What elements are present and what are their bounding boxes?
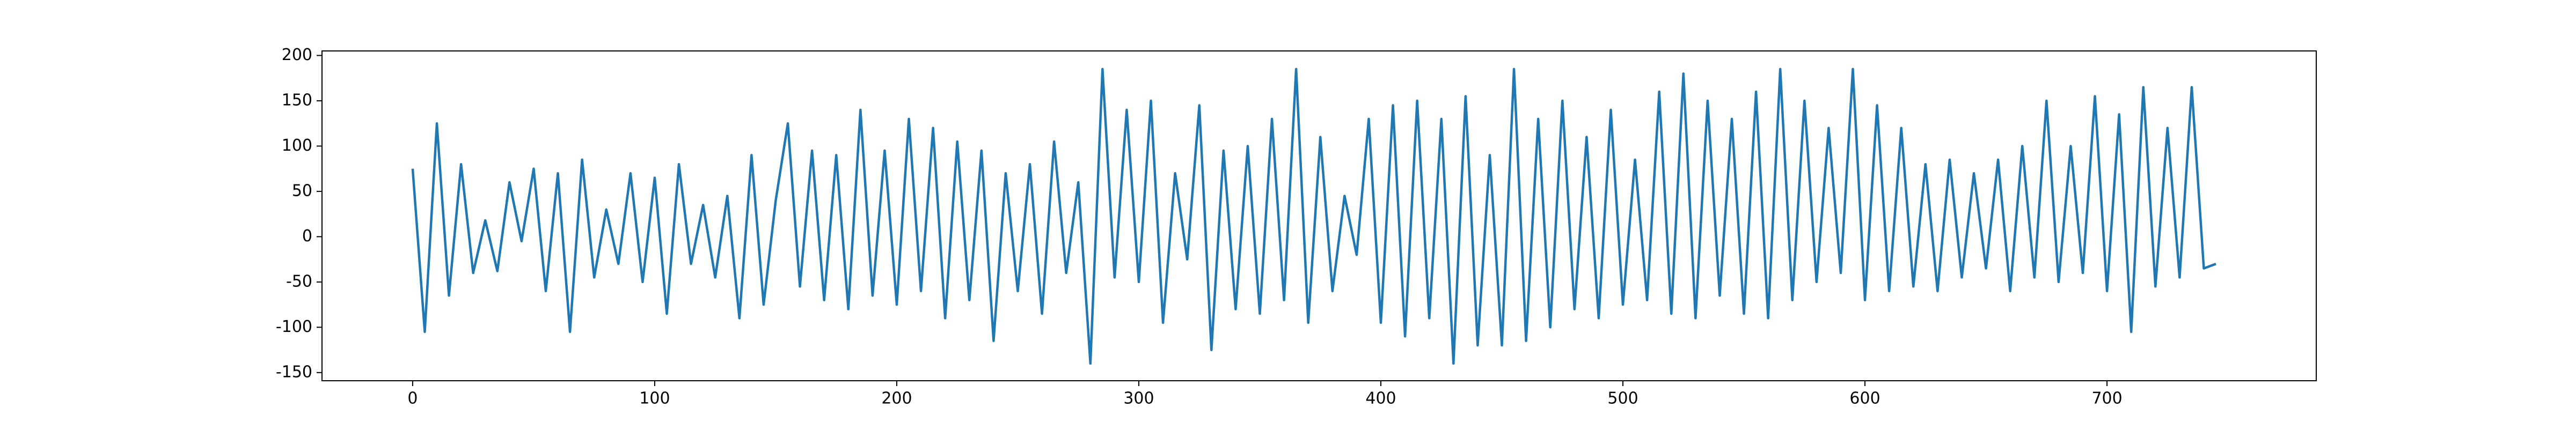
x-tick-label: 700 (2091, 389, 2122, 408)
y-tick-label: -100 (276, 317, 312, 336)
y-tick-label: -150 (276, 363, 312, 381)
x-tick-label: 300 (1123, 389, 1154, 408)
y-tick-label: 50 (292, 181, 312, 200)
y-tick-label: -50 (286, 272, 312, 291)
plot-frame (321, 50, 2317, 381)
x-tick-label: 0 (407, 389, 418, 408)
x-tick-label: 500 (1607, 389, 1638, 408)
x-tick-label: 200 (881, 389, 912, 408)
y-tick-label: 200 (282, 46, 312, 64)
x-tick-label: 600 (1849, 389, 1880, 408)
x-tick-label: 400 (1365, 389, 1396, 408)
data-line (411, 68, 2216, 365)
x-tick-label: 100 (639, 389, 670, 408)
y-tick-label: 150 (282, 91, 312, 109)
y-tick-label: 0 (302, 227, 312, 246)
y-tick-label: 100 (282, 136, 312, 155)
